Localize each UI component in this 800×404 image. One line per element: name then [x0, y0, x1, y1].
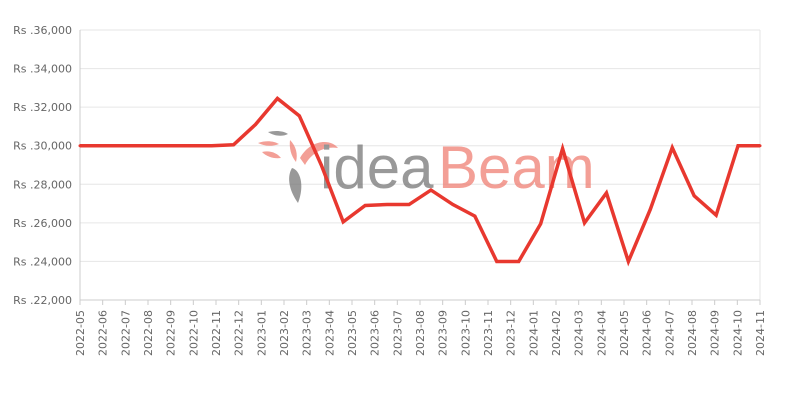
- x-tick-label: 2022-11: [210, 310, 223, 356]
- price-point: [473, 214, 477, 218]
- x-tick-label: 2022-08: [142, 310, 155, 356]
- watermark-idea: idea: [320, 134, 434, 201]
- price-point: [714, 213, 718, 217]
- y-tick-label: Rs .22,000: [13, 294, 72, 307]
- price-point: [604, 191, 608, 195]
- x-tick-label: 2024-07: [663, 310, 676, 356]
- x-tick-label: 2022-09: [165, 310, 178, 356]
- x-tick-label: 2023-01: [255, 310, 268, 356]
- x-tick-label: 2024-05: [618, 310, 631, 356]
- x-tick-label: 2022-05: [74, 310, 87, 356]
- price-point: [297, 114, 301, 118]
- price-point: [539, 222, 543, 226]
- x-tick-label: 2024-01: [527, 310, 540, 356]
- price-point: [648, 207, 652, 211]
- x-tick-label: 2023-04: [323, 310, 336, 356]
- price-point: [736, 144, 740, 148]
- price-point: [561, 147, 565, 151]
- x-tick-label: 2022-06: [97, 310, 110, 356]
- price-point: [626, 259, 630, 263]
- price-point: [429, 188, 433, 192]
- y-tick-labels: Rs .22,000 Rs .24,000 Rs .26,000 Rs .28,000…: [13, 24, 72, 307]
- x-tick-label: 2022-10: [187, 310, 200, 356]
- price-point: [122, 144, 126, 148]
- x-tick-label: 2022-07: [119, 310, 132, 356]
- price-point: [188, 144, 192, 148]
- price-point: [341, 220, 345, 224]
- price-point: [78, 144, 82, 148]
- x-tick-label: 2024-09: [709, 310, 722, 356]
- x-tick-label: 2023-09: [437, 310, 450, 356]
- y-tick-label: Rs .26,000: [13, 217, 72, 230]
- price-point: [758, 144, 762, 148]
- x-tick-label: 2024-04: [595, 310, 608, 356]
- y-tick-label: Rs .34,000: [13, 63, 72, 76]
- price-point: [144, 144, 148, 148]
- y-tick-label: Rs .24,000: [13, 255, 72, 268]
- x-tick-label: 2024-08: [686, 310, 699, 356]
- price-point: [363, 204, 367, 207]
- x-tick-label: 2024-06: [641, 310, 654, 356]
- watermark-beam: Beam: [438, 134, 595, 201]
- x-tick-label: 2023-07: [391, 310, 404, 356]
- x-tick-label: 2023-06: [369, 310, 382, 356]
- x-tick-label: 2024-02: [550, 310, 563, 356]
- price-series-line: [80, 96, 760, 267]
- x-tick-label: 2023-03: [301, 310, 314, 356]
- y-tick-label: Rs .36,000: [13, 24, 72, 37]
- price-point: [100, 144, 104, 148]
- price-point: [670, 146, 674, 150]
- y-tick-label: Rs .30,000: [13, 140, 72, 153]
- price-point: [210, 144, 214, 148]
- price-point: [253, 123, 257, 126]
- x-tick-label: 2024-11: [754, 310, 767, 356]
- x-tick-label: 2023-08: [414, 310, 427, 356]
- x-tick-label: 2023-05: [346, 310, 359, 356]
- y-tick-label: Rs .28,000: [13, 178, 72, 191]
- x-tick-labels: 2022-05 2022-06 2022-07 2022-08 2022-09 2022-…: [74, 310, 767, 356]
- price-point: [495, 259, 499, 263]
- x-tick-label: 2023-11: [482, 310, 495, 356]
- price-point: [692, 194, 696, 198]
- x-tick-label: 2022-12: [233, 310, 246, 356]
- price-point: [517, 259, 521, 263]
- y-tick-label: Rs .32,000: [13, 101, 72, 114]
- series-layer: [78, 96, 762, 267]
- price-point: [275, 96, 279, 100]
- price-point: [385, 203, 389, 207]
- price-point: [583, 221, 587, 225]
- axes: [79, 30, 761, 305]
- ideabeam-logo-icon: [258, 130, 338, 203]
- price-point: [407, 203, 411, 207]
- price-point: [451, 203, 455, 207]
- x-tick-label: 2024-03: [573, 310, 586, 356]
- x-tick-label: 2024-10: [731, 310, 744, 356]
- x-tick-label: 2023-02: [278, 310, 291, 356]
- price-point: [166, 144, 170, 148]
- price-point: [232, 143, 236, 147]
- x-tick-label: 2023-10: [459, 310, 472, 356]
- price-point: [319, 163, 323, 167]
- x-tick-label: 2023-12: [505, 310, 518, 356]
